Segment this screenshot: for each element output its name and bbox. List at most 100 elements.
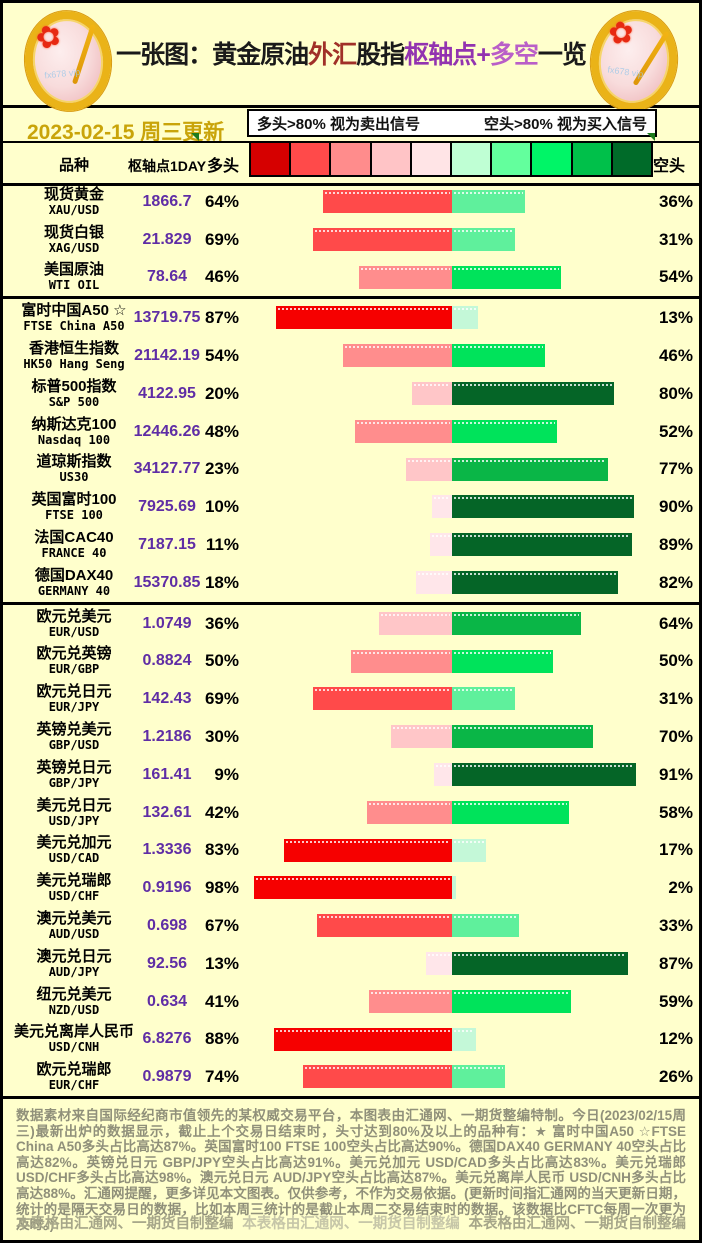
short-bar [452, 762, 636, 786]
symbol-code: US30 [59, 470, 89, 485]
pivot-value: 15370.85 [133, 573, 201, 591]
symbol-code: USD/CAD [48, 851, 100, 866]
long-percent: 20% [204, 383, 239, 403]
scale-swatch [251, 143, 292, 175]
long-bar [284, 838, 452, 862]
symbol-code: FTSE China A50 [23, 319, 125, 334]
column-header-short: 空头 [653, 158, 686, 175]
long-percent: 50% [204, 651, 239, 671]
pivot-value: 161.41 [142, 765, 192, 783]
short-percent: 59% [658, 991, 693, 1011]
table-row: 澳元兑美元 AUD/USD 0.698 67% 33% [3, 907, 699, 945]
long-percent: 83% [204, 840, 239, 860]
table-row: 道琼斯指数 US30 34127.77 23% 77% [3, 451, 699, 489]
long-percent: 88% [204, 1029, 239, 1049]
short-percent: 17% [658, 840, 693, 860]
page-title-part: 枢轴点+ [404, 41, 491, 69]
pivot-value: 0.9196 [142, 879, 192, 897]
pivot-value: 0.698 [146, 917, 188, 935]
symbol-cell: 标普500指数 S&P 500 [11, 375, 137, 413]
symbol-name: 纳斯达克100 [31, 415, 117, 433]
symbol-cell: 美元兑加元 USD/CAD [11, 832, 137, 870]
scale-swatch [532, 143, 573, 175]
long-percent: 23% [204, 459, 239, 479]
symbol-name: 标普500指数 [31, 377, 117, 395]
symbol-cell: 欧元兑瑞郎 EUR/CHF [11, 1058, 137, 1096]
long-bar [425, 951, 452, 975]
symbol-code: USD/JPY [48, 813, 100, 828]
long-percent: 10% [204, 497, 239, 517]
pivot-value: 142.43 [142, 690, 192, 708]
long-percent: 42% [204, 802, 239, 822]
scale-swatch [452, 143, 493, 175]
short-percent: 64% [658, 613, 693, 633]
short-percent: 77% [658, 459, 693, 479]
short-bar [452, 570, 618, 594]
short-percent: 52% [658, 421, 693, 441]
comment-marker-icon [191, 133, 199, 141]
symbol-code: EUR/CHF [48, 1078, 100, 1093]
symbol-code: WTI OIL [48, 278, 100, 293]
symbol-name: 美元兑离岸人民币 [13, 1023, 134, 1041]
title-band: ✿ fx678 vip 一张图：黄金原油外汇股指枢轴点+多空一览 ✿ fx678… [3, 3, 699, 117]
long-percent: 67% [204, 916, 239, 936]
symbol-cell: 英国富时100 FTSE 100 [11, 488, 137, 526]
long-percent: 13% [204, 953, 239, 973]
table-row: 富时中国A50 ☆ FTSE China A50 13719.75 87% 13% [3, 299, 699, 337]
symbol-code: EUR/JPY [48, 700, 100, 715]
short-bar [452, 800, 570, 824]
short-percent: 13% [658, 308, 693, 328]
symbol-code: HK50 Hang Seng [23, 357, 125, 372]
short-percent: 26% [658, 1067, 693, 1087]
symbol-cell: 澳元兑日元 AUD/JPY [11, 945, 137, 983]
symbol-cell: 欧元兑英镑 EUR/GBP [11, 643, 137, 681]
table-row: 欧元兑瑞郎 EUR/CHF 0.9879 74% 26% [3, 1058, 699, 1096]
short-percent: 80% [658, 383, 693, 403]
short-percent: 82% [658, 572, 693, 592]
long-bar [355, 419, 452, 443]
long-bar [433, 762, 452, 786]
symbol-code: USD/CNH [48, 1040, 100, 1055]
symbol-code: NZD/USD [48, 1002, 100, 1017]
long-bar [312, 687, 452, 711]
symbol-cell: 纳斯达克100 Nasdaq 100 [11, 413, 137, 451]
pivot-value: 7925.69 [138, 498, 196, 516]
symbol-cell: 香港恒生指数 HK50 Hang Seng [11, 337, 137, 375]
column-header-long: 多头 [206, 158, 239, 175]
long-bar [274, 1027, 452, 1051]
symbol-name: 香港恒生指数 [28, 340, 119, 358]
long-bar [391, 725, 452, 749]
pivot-value: 12446.26 [133, 422, 201, 440]
page-title-part: 一览 [537, 41, 587, 69]
short-bar [452, 838, 487, 862]
table-row: 香港恒生指数 HK50 Hang Seng 21142.19 54% 46% [3, 337, 699, 375]
symbol-name: 富时中国A50 ☆ [21, 302, 127, 320]
table-row: 美元兑瑞郎 USD/CHF 0.9196 98% 2% [3, 869, 699, 907]
symbol-cell: 富时中国A50 ☆ FTSE China A50 [11, 299, 137, 337]
watermark-text: 本表格由汇通网、一期货自制整编 [242, 1216, 460, 1232]
table-row: 英国富时100 FTSE 100 7925.69 10% 90% [3, 488, 699, 526]
symbol-name: 道琼斯指数 [36, 453, 112, 471]
coin-watermark: fx678 vip [606, 64, 644, 80]
long-percent: 74% [204, 1067, 239, 1087]
table-row: 纳斯达克100 Nasdaq 100 12446.26 48% 52% [3, 413, 699, 451]
legend-short-label: 空头>80% 视为买入信号 [484, 115, 647, 133]
scale-swatch [291, 143, 332, 175]
pivot-value: 4122.95 [138, 384, 196, 402]
short-percent: 58% [658, 802, 693, 822]
short-bar [452, 533, 632, 557]
symbol-name: 美国原油 [43, 261, 104, 279]
short-bar [452, 344, 545, 368]
short-bar [452, 876, 457, 900]
symbol-code: XAU/USD [48, 202, 100, 217]
table-row: 标普500指数 S&P 500 4122.95 20% 80% [3, 375, 699, 413]
symbol-code: EUR/USD [48, 624, 100, 639]
short-percent: 31% [658, 689, 693, 709]
short-percent: 2% [668, 878, 693, 898]
color-scale [249, 141, 653, 177]
table-row: 欧元兑日元 EUR/JPY 142.43 69% 31% [3, 680, 699, 718]
short-percent: 89% [658, 535, 693, 555]
long-bar [276, 306, 452, 330]
symbol-code: AUD/USD [48, 927, 100, 942]
short-bar [452, 1065, 505, 1089]
